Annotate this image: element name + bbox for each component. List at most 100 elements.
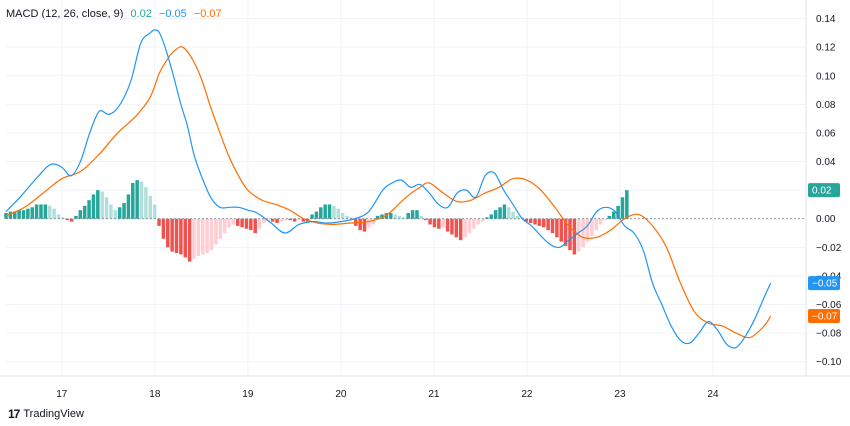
histogram-bar	[192, 218, 196, 259]
histogram-bar	[214, 218, 218, 245]
histogram-bar	[166, 218, 170, 248]
histogram-bar	[406, 213, 410, 219]
time-tick-label: 21	[428, 389, 440, 400]
time-tick-label: 22	[521, 389, 533, 400]
histogram-bar	[161, 218, 166, 239]
macd-value-tag-label: −0.05	[812, 279, 838, 290]
histogram-bar	[611, 211, 616, 219]
histogram-bar	[437, 218, 441, 229]
histogram-bar	[61, 217, 65, 219]
histogram-bar	[39, 204, 43, 219]
histogram-bar	[170, 218, 174, 252]
histogram-bar	[332, 205, 336, 219]
histogram-bar	[117, 207, 122, 219]
histogram-bar	[100, 191, 104, 219]
histogram-bar	[104, 197, 109, 219]
price-tick-label: 0.14	[816, 14, 836, 25]
histogram-bar	[515, 215, 520, 219]
histogram-bar	[157, 218, 161, 226]
histogram-bar	[187, 218, 192, 262]
histogram-bar	[43, 204, 48, 219]
histogram-bar	[183, 218, 188, 258]
histogram-bar	[393, 214, 397, 219]
histogram-bar	[56, 214, 61, 219]
histogram-bar	[533, 218, 537, 225]
histogram-bar	[270, 218, 275, 222]
histogram-bar	[423, 218, 428, 221]
histogram-bar	[174, 218, 179, 254]
time-tick-label: 23	[614, 389, 626, 400]
histogram-bar	[380, 214, 384, 219]
histogram-bar	[78, 210, 83, 219]
histogram-bar	[625, 190, 629, 219]
histogram-bar	[358, 218, 362, 231]
histogram-bar	[594, 218, 598, 231]
histogram-bar	[227, 218, 231, 228]
price-tick-label: 0.04	[816, 157, 836, 168]
histogram-bar	[30, 207, 34, 219]
histogram-bar	[297, 218, 301, 221]
histogram-bar	[196, 218, 201, 256]
price-tick-label: 0.10	[816, 71, 836, 82]
histogram-bar	[122, 203, 126, 219]
histogram-bar	[603, 218, 607, 221]
time-axis[interactable]: 17 18 19 20 21 22 23 24	[56, 389, 719, 400]
histogram-bar	[502, 204, 507, 219]
histogram-bar	[336, 208, 341, 219]
price-tick-label: −0.08	[816, 329, 842, 340]
histogram-bar	[511, 211, 515, 219]
histogram-bar	[476, 218, 480, 225]
histogram-bar	[262, 218, 266, 224]
histogram-bar	[507, 207, 511, 219]
histogram-bar	[590, 218, 594, 236]
histogram-bar	[559, 218, 564, 242]
legend-signal-value: −0.07	[193, 8, 222, 20]
histogram-value-tag-box	[808, 183, 840, 198]
histogram-bar	[148, 195, 153, 219]
histogram-bar	[467, 218, 472, 234]
histogram-bar	[581, 218, 585, 248]
histogram-bar	[402, 217, 406, 219]
histogram-bar	[323, 204, 327, 219]
histogram-bar	[472, 218, 476, 229]
histogram-bar	[546, 218, 550, 231]
histogram-bar	[458, 218, 463, 241]
histogram-bar	[528, 218, 533, 224]
price-tick-label: 0.00	[816, 214, 836, 225]
histogram-value-tag: 0.02	[808, 183, 840, 198]
histogram-bar	[244, 218, 249, 229]
histogram-bar	[74, 215, 78, 219]
histogram-bar	[419, 215, 424, 219]
histogram-bar	[87, 200, 91, 219]
tradingview-brand[interactable]: 17 TradingView	[8, 407, 84, 421]
grid	[6, 0, 806, 376]
histogram-bar	[139, 181, 144, 219]
histogram-bar	[450, 218, 454, 235]
histogram-bar	[301, 218, 306, 222]
histogram-bar	[310, 214, 314, 219]
histogram-bar	[371, 218, 376, 225]
histogram-bar	[542, 218, 546, 228]
brand-name: TradingView	[23, 408, 84, 420]
time-tick-label: 20	[335, 389, 347, 400]
histogram-bar	[607, 215, 612, 219]
histogram-bar	[231, 218, 236, 225]
histogram-bar	[209, 218, 214, 251]
histogram-bar	[34, 204, 39, 219]
histogram-bar	[288, 218, 292, 221]
histogram-bar	[319, 207, 323, 219]
histogram-bar	[384, 213, 389, 219]
histogram-bar	[218, 218, 222, 239]
histogram-bar	[410, 210, 415, 219]
histogram-bar	[340, 213, 345, 219]
histogram-bar	[284, 218, 288, 221]
histogram-bar	[349, 217, 354, 219]
price-tick-label: 0.12	[816, 43, 836, 54]
indicator-legend[interactable]: MACD (12, 26, close, 9) 0.02 −0.05 −0.07	[6, 8, 226, 20]
signal-value-tag: −0.07	[808, 308, 840, 323]
histogram-bar	[26, 208, 30, 219]
time-tick-label: 18	[149, 389, 161, 400]
histogram-bar	[388, 213, 393, 219]
histogram-bar	[493, 210, 498, 219]
